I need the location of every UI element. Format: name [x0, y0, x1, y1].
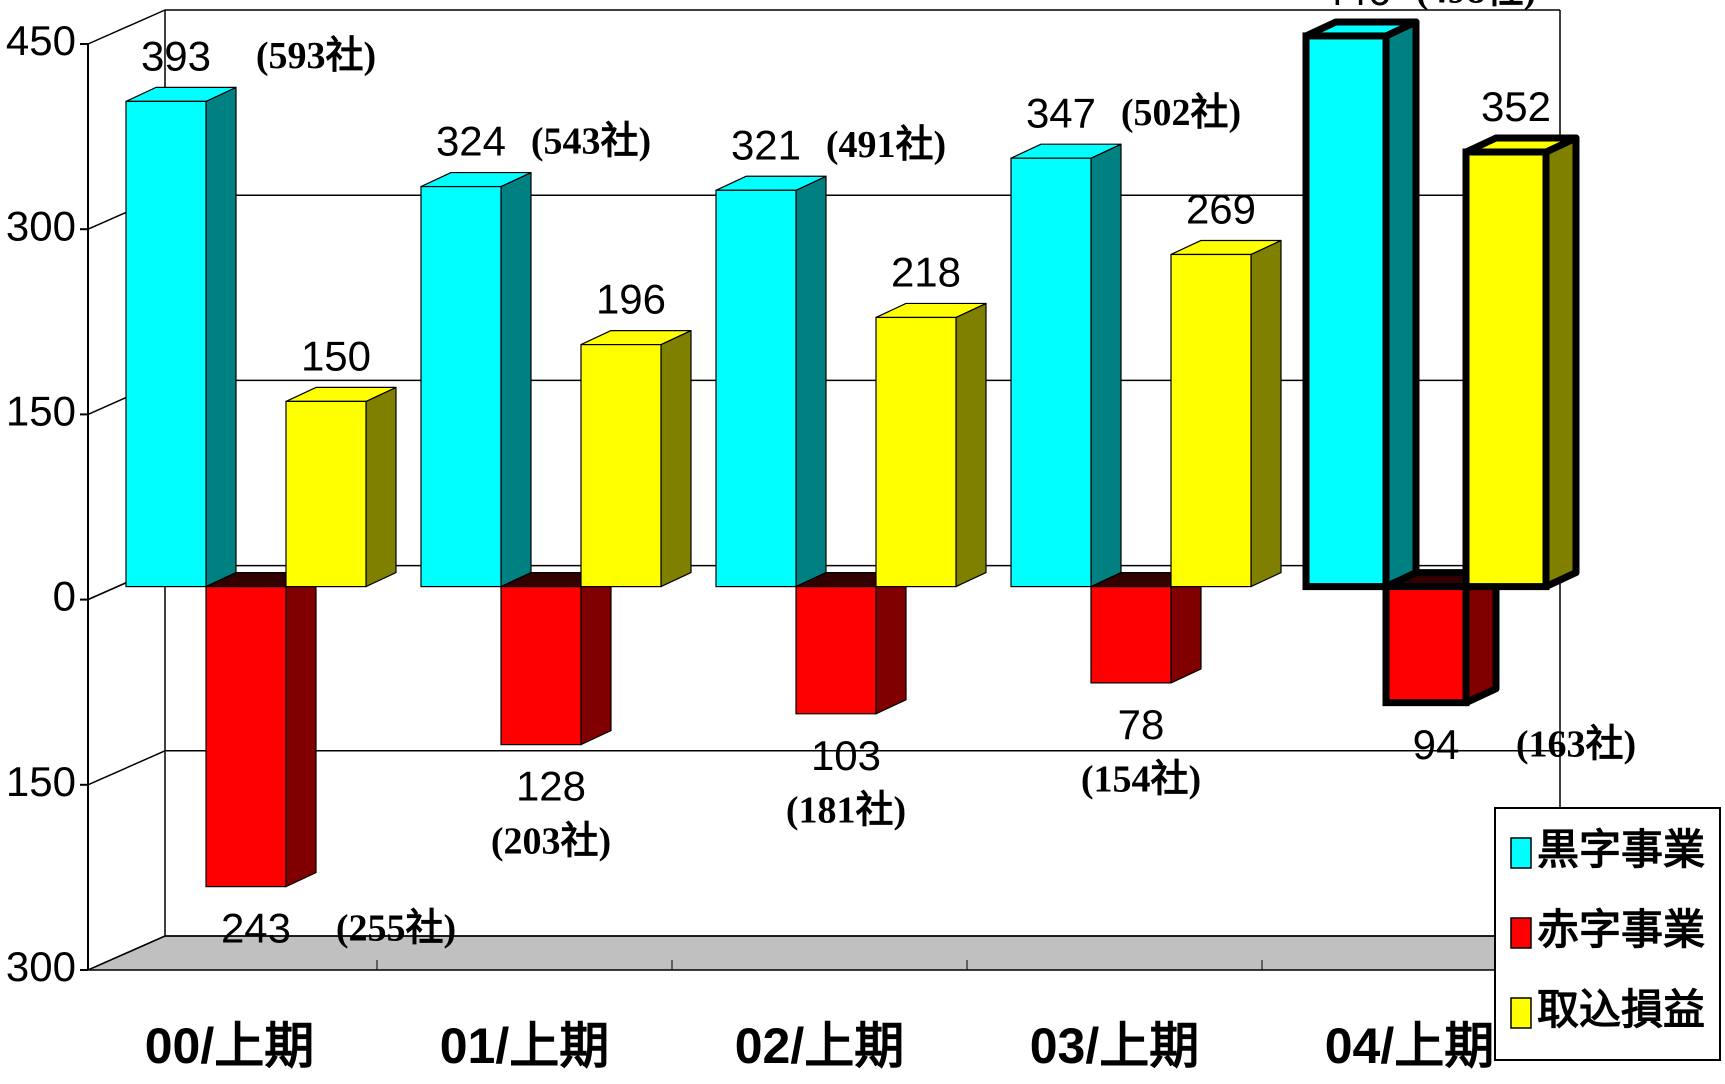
bar-side: [1090, 143, 1122, 588]
bar-front: [285, 400, 367, 588]
bar-front: [1010, 157, 1092, 588]
value-label: 150: [301, 332, 371, 379]
count-label: (203社): [491, 820, 611, 862]
bar-side: [795, 175, 827, 588]
y-tick-label: 0: [53, 573, 76, 620]
value-label: 128: [516, 763, 586, 810]
bar-front: [420, 185, 502, 588]
value-label: 352: [1481, 83, 1551, 130]
bar: [1462, 134, 1580, 591]
floor: [87, 935, 1562, 971]
bar-side: [955, 302, 987, 588]
bar-side: [660, 330, 692, 588]
value-label: 321: [731, 121, 801, 168]
y-tick-label: 450: [6, 17, 76, 64]
bar-side: [365, 386, 397, 588]
bar-front: [1090, 585, 1172, 684]
value-label: 269: [1186, 186, 1256, 233]
bar: [125, 86, 237, 588]
count-label: (181社): [786, 789, 906, 831]
count-label: (498社): [1416, 0, 1536, 12]
bar: [875, 302, 987, 588]
value-label: 78: [1118, 701, 1165, 748]
bar-front: [1302, 32, 1390, 591]
bar-side: [1462, 569, 1500, 707]
count-label: (255社): [336, 907, 456, 949]
bar: [500, 571, 612, 746]
bar-front: [125, 100, 207, 588]
bar: [205, 571, 317, 888]
bar: [420, 171, 532, 588]
legend-swatch: [1510, 997, 1532, 1029]
bar-front: [715, 189, 797, 588]
x-tick-label: 01/上期: [440, 1018, 610, 1074]
bar-side: [205, 86, 237, 588]
value-label: 94: [1413, 721, 1460, 768]
x-tick-label: 04/上期: [1325, 1018, 1495, 1074]
legend-label: 黒字事業: [1537, 826, 1705, 873]
bar: [795, 571, 907, 715]
bar-front: [205, 585, 287, 888]
bar-side: [1250, 239, 1282, 588]
count-label: (543社): [531, 120, 651, 162]
bar-side: [1382, 18, 1420, 591]
legend-label: 取込損益: [1537, 986, 1705, 1033]
grid-line: [87, 750, 166, 786]
legend-swatch: [1510, 917, 1532, 949]
x-tick-label: 00/上期: [145, 1018, 315, 1074]
count-label: (502社): [1121, 92, 1241, 134]
bar-front: [500, 585, 582, 746]
bar: [1010, 143, 1122, 588]
bar: [1170, 239, 1282, 588]
bar-side: [875, 571, 907, 715]
value-label: 218: [891, 249, 961, 296]
legend-swatch: [1510, 837, 1532, 869]
bar: [580, 330, 692, 588]
y-tick-label: 150: [6, 758, 76, 805]
count-label: (154社): [1081, 759, 1201, 801]
y-tick-label: 150: [6, 387, 76, 434]
bar-front: [795, 585, 877, 715]
bar-side: [1170, 571, 1202, 684]
value-label: 446: [1321, 0, 1391, 14]
y-tick-label: 300: [6, 202, 76, 249]
bar-front: [1382, 583, 1470, 707]
value-label: 196: [596, 276, 666, 323]
count-label: (163社): [1516, 723, 1636, 765]
legend-label: 赤字事業: [1537, 906, 1705, 953]
x-tick-label: 02/上期: [735, 1018, 905, 1074]
bar: [1302, 18, 1420, 591]
value-label: 324: [436, 118, 506, 165]
grid-line: [87, 9, 166, 45]
value-label: 347: [1026, 89, 1096, 136]
grid-line: [87, 935, 166, 971]
value-label: 103: [811, 732, 881, 779]
bar-front: [1462, 148, 1550, 591]
bar-side: [580, 571, 612, 746]
value-label: 243: [221, 905, 291, 952]
bar-side: [1542, 134, 1580, 591]
bar-side: [500, 171, 532, 588]
y-tick-label: 300: [6, 943, 76, 990]
bar-front: [1170, 253, 1252, 588]
bar: [1382, 569, 1500, 707]
count-label: (593社): [256, 35, 376, 77]
legend-box: [1494, 807, 1721, 1061]
bar-front: [875, 316, 957, 588]
bar-front: [580, 344, 662, 588]
value-label: 393: [141, 32, 211, 79]
bar-side: [285, 571, 317, 888]
bar: [715, 175, 827, 588]
count-label: (491社): [826, 124, 946, 166]
bar: [1090, 571, 1202, 684]
bar: [285, 386, 397, 588]
x-tick-label: 03/上期: [1030, 1018, 1200, 1074]
